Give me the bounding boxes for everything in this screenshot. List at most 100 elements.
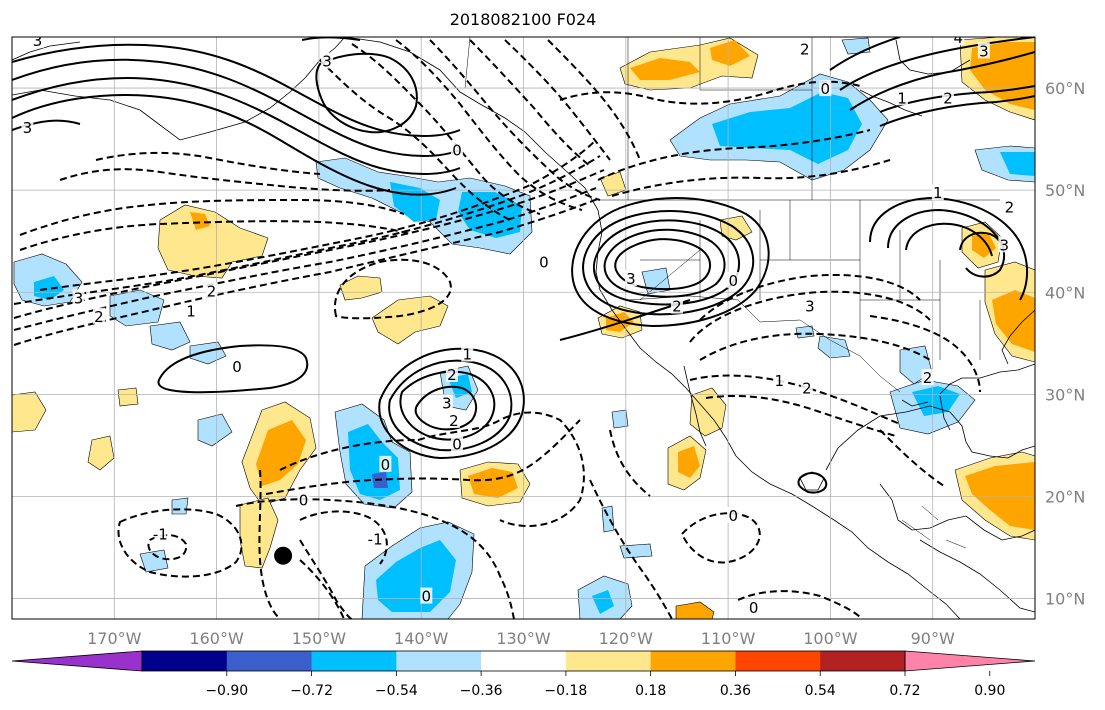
colorbar-tick-label: 0.72 [889,683,920,699]
lon-tick-label: 170°W [87,629,142,648]
pos-anomaly-shade [190,212,210,230]
colorbar-tick-label: 0.18 [635,683,666,699]
colorbar-tick-label: −0.54 [375,683,418,699]
contour-label-bg [670,297,683,314]
contour-label-bg [977,42,990,59]
lon-tick-label: 120°W [599,629,654,648]
contour-label: 4 [954,29,964,47]
contour-label-bg [231,357,244,374]
contour-label: 1 [933,184,943,202]
contour-label-bg [952,37,965,46]
station-marker [274,546,293,565]
neg-anomaly-shade [611,409,629,429]
contour-label: 0 [381,456,391,474]
contour-label: 1 [186,303,196,321]
contour-label-bg [461,345,474,362]
pos-anomaly-shade [965,462,1035,530]
contour-label-bg [321,52,334,69]
contour-label: 2 [207,282,217,300]
contour-label: 3 [805,298,815,316]
pos-anomaly-shade [710,40,750,66]
pos-anomaly-shade [630,58,700,80]
colorbar-tick-label: 0.90 [974,683,1005,699]
colorbar-segment [650,651,736,671]
contour-label: -1 [153,525,168,543]
contour-label-bg [154,525,167,542]
pos-anomaly-shade [256,420,306,486]
contour-label: 0 [422,588,432,606]
contour-label: 0 [232,358,242,376]
colorbar-tick-label: 0.54 [805,683,836,699]
lat-tick-label: 50°N [1045,181,1085,200]
neg-anomaly-shade [592,590,614,614]
contour-label: 3 [33,32,43,50]
lon-tick-label: 130°W [496,629,551,648]
pos-anomaly-shade [970,42,1035,110]
neg-anomaly-shade [601,505,615,533]
contour-label-bg [800,379,813,396]
neg-anomaly-shade [619,543,653,559]
contour-label-bg [447,411,460,428]
contour-label: 2 [802,379,812,397]
colorbar-extend-min [11,650,143,672]
contour-label: 3 [626,270,636,288]
shaded-anomalies [12,37,1035,619]
contour-label-bg [92,307,105,324]
pos-anomaly-shade [87,435,115,471]
contour-label: 3 [1000,236,1010,254]
contour-label: 2 [672,298,682,316]
neg-anomaly-shade [712,92,862,164]
colorbar-segment [226,651,313,671]
lon-tick-label: 140°W [394,629,449,648]
contour-label-bg [445,365,458,382]
neg-anomaly-shade [139,549,169,573]
contour-label: 1 [897,89,907,107]
neg-anomaly-shade [34,276,64,300]
neg-anomaly-shade [1000,152,1035,176]
colorbar-segment [142,651,228,671]
lon-tick-label: 110°W [701,629,756,648]
contour-label: 3 [322,53,332,71]
contour-label-bg [803,297,816,314]
neg-anomaly-shade [817,335,851,359]
lat-tick-label: 40°N [1045,283,1085,302]
contour-label-bg [440,394,453,411]
contour-label-bg [369,530,382,547]
lat-tick-label: 60°N [1045,79,1085,98]
political-borders [464,37,1000,549]
pos-anomaly-shade [992,290,1035,352]
contour-label: 2 [943,89,953,107]
contour-label-bg [773,372,786,389]
contour-label: 2 [800,40,810,58]
contour-label: 0 [452,141,462,159]
contour-label-bg [624,270,637,287]
lat-tick-label: 20°N [1045,487,1085,506]
contour-label: 3 [979,42,989,60]
contour-label: 2 [449,412,459,430]
contour-label: 3 [442,395,452,413]
pos-anomaly-shade [678,446,700,478]
neg-anomaly-shade [149,321,191,351]
contour-label: 0 [728,507,738,525]
colorbar-segment [565,651,652,671]
figure-title: 2018082100 F024 [450,10,597,29]
neg-anomaly-shade [376,540,456,612]
contour-label-bg [798,40,811,57]
lat-tick-label: 30°N [1045,385,1085,404]
colorbar: −0.90 −0.72 −0.54 −0.36 −0.18 0.18 0.36 0.54 0.7… [11,650,1036,699]
contour-label-bg [896,89,909,106]
pos-anomaly-shade [12,391,47,433]
dashed-contours [13,39,981,619]
contour-label-bg [931,184,944,201]
contour-label-bg [72,289,85,306]
contour-label-bg [451,435,464,452]
colorbar-segment [735,651,821,671]
neg-anomaly-shade [912,386,960,416]
contour-label-bg [420,587,433,604]
contour-label: 0 [728,272,738,290]
lon-tick-label: 150°W [292,629,347,648]
contour-label-bg [747,598,760,615]
